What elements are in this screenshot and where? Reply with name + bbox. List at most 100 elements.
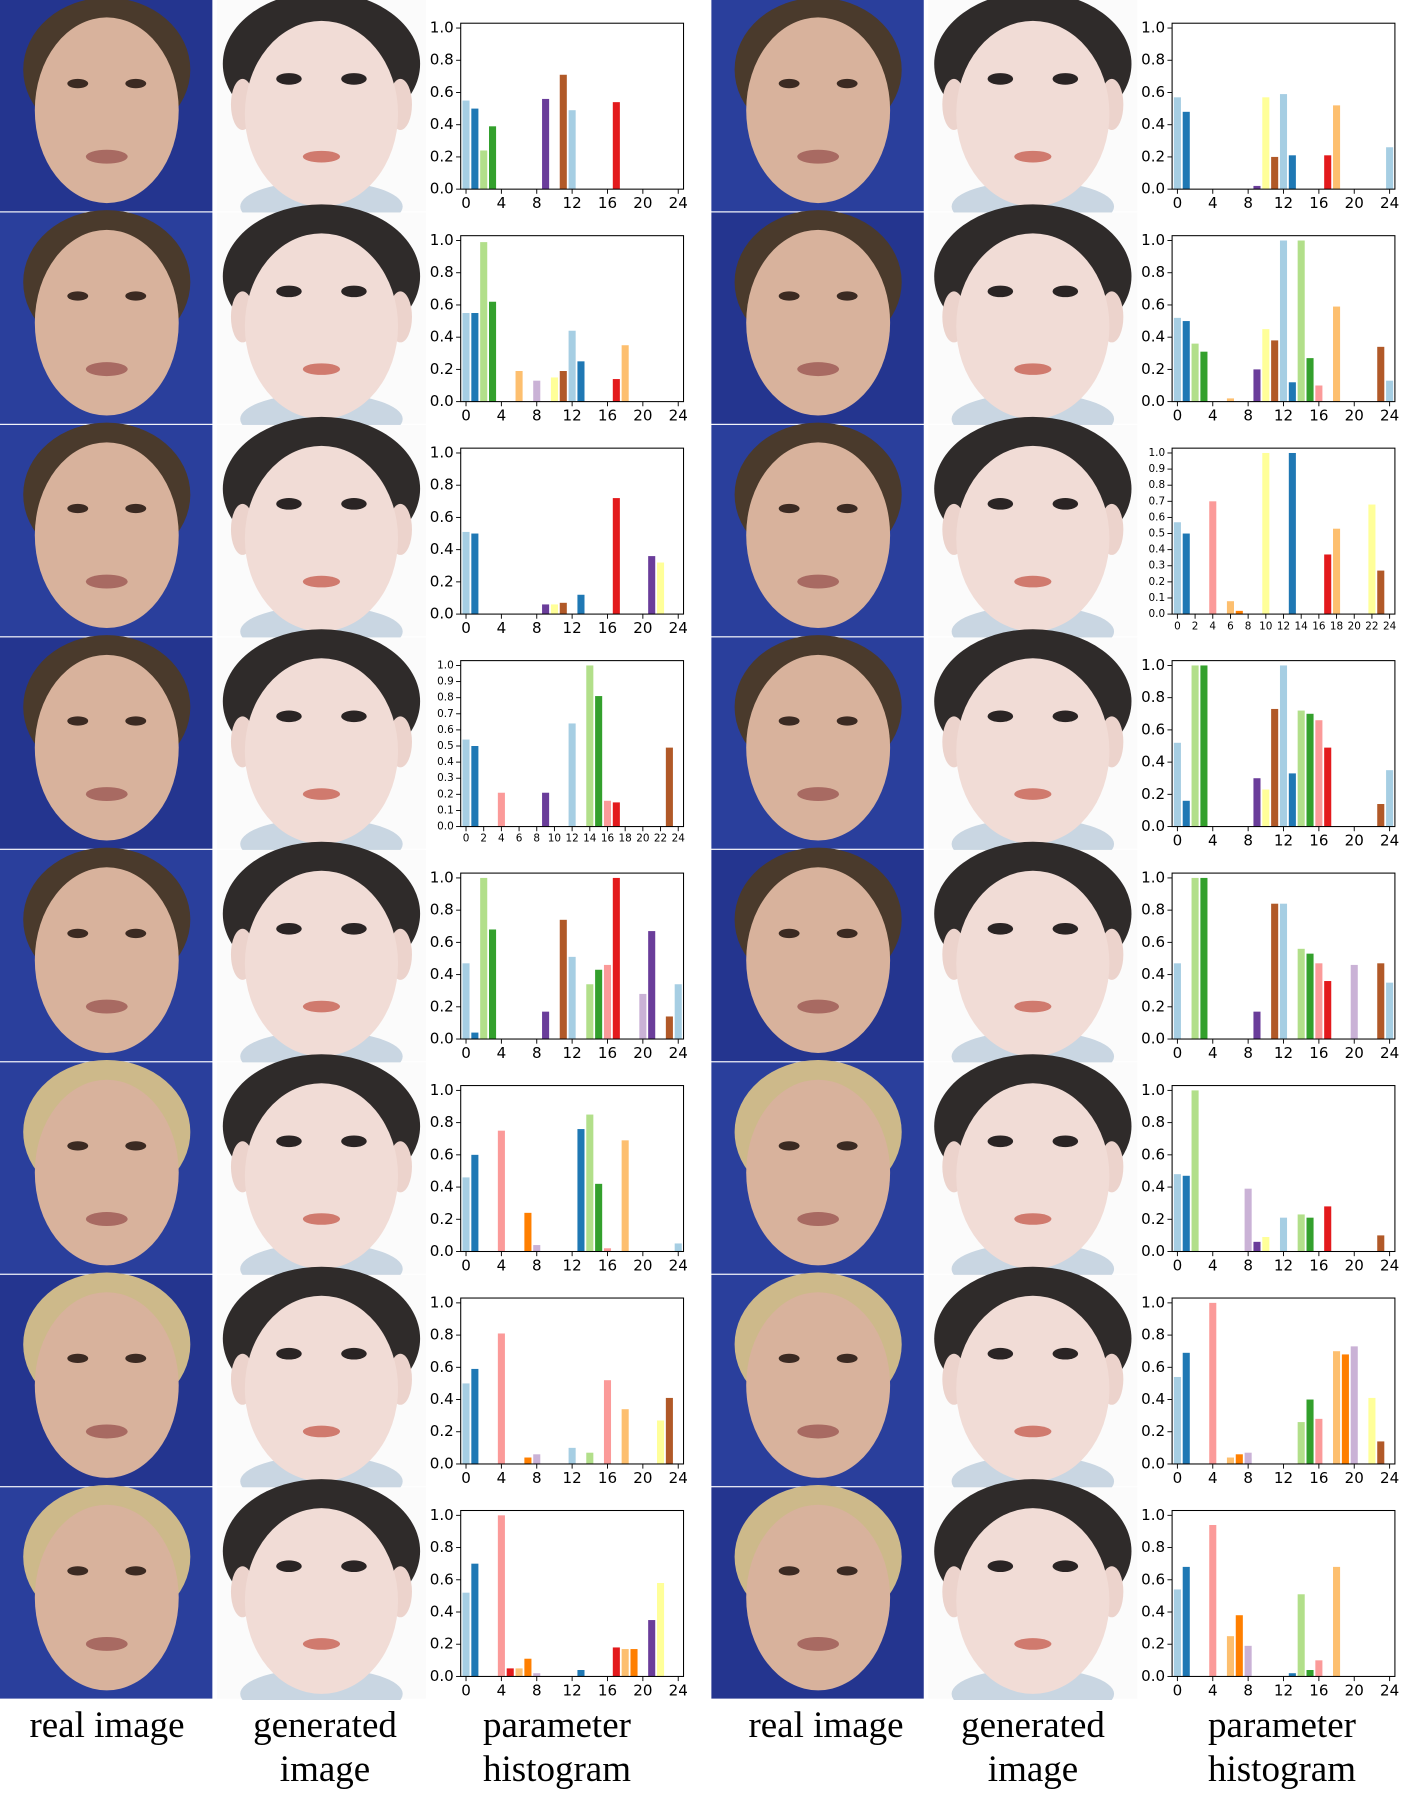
y-tick-label: 0.8 (1149, 479, 1166, 491)
x-tick-label: 2 (480, 833, 487, 845)
axes-frame (1171, 872, 1396, 1040)
bar (1209, 1525, 1217, 1677)
bar (657, 1420, 665, 1464)
bar (506, 1668, 514, 1677)
x-tick-label: 16 (1312, 620, 1325, 632)
bar (657, 1583, 665, 1677)
x-tick-label: 4 (497, 619, 507, 637)
x-tick-label: 20 (633, 194, 652, 212)
y-tick-label: 1.0 (1141, 231, 1165, 249)
face-skin (244, 233, 399, 420)
bar (471, 313, 479, 402)
generated-image (217, 204, 426, 445)
bar (1315, 720, 1323, 827)
bar (1209, 501, 1217, 615)
eye (341, 73, 367, 85)
x-tick-label: 10 (1259, 620, 1272, 632)
x-tick-label: 16 (1309, 1044, 1328, 1062)
x-tick-label: 0 (461, 1257, 471, 1275)
bar (471, 746, 479, 827)
bar (489, 301, 497, 402)
x-tick-label: 0 (1173, 407, 1183, 425)
x-tick-label: 8 (532, 1681, 542, 1699)
eye (125, 1566, 147, 1576)
y-tick-label: 0.3 (437, 772, 454, 784)
x-tick-label: 20 (1345, 194, 1364, 212)
y-tick-label: 0.2 (1141, 147, 1165, 165)
bar (1262, 329, 1270, 402)
x-tick-label: 12 (1274, 832, 1293, 850)
x-tick-label: 24 (669, 1681, 688, 1699)
bar (1306, 358, 1314, 402)
x-tick-label: 24 (1380, 1681, 1399, 1699)
eye (778, 1566, 800, 1576)
x-tick-label: 8 (532, 1469, 542, 1487)
axes-frame (460, 872, 685, 1040)
axes-frame (1171, 1085, 1396, 1253)
eye (1052, 1560, 1079, 1573)
eye (836, 1566, 858, 1576)
y-tick-label: 0.2 (1141, 1422, 1165, 1440)
x-tick-label: 16 (598, 194, 617, 212)
x-tick-label: 0 (461, 1681, 471, 1699)
y-tick-label: 0.8 (1141, 688, 1165, 706)
face-skin (746, 867, 891, 1053)
bar (1279, 94, 1288, 190)
eye (125, 291, 147, 301)
x-tick-label: 24 (1380, 1044, 1399, 1062)
bar (612, 1647, 620, 1677)
y-tick-label: 1.0 (430, 1506, 454, 1524)
bar (595, 1183, 603, 1252)
bar (471, 1032, 479, 1040)
x-tick-label: 4 (497, 407, 507, 425)
x-tick-label: 12 (1274, 407, 1293, 425)
bar (471, 1368, 479, 1464)
x-tick-label: 0 (461, 407, 471, 425)
bar (1271, 156, 1279, 190)
generated-image (217, 841, 426, 1082)
bar (1182, 800, 1190, 827)
bar (612, 877, 620, 1040)
bar (524, 1658, 532, 1677)
figure: 0.00.20.40.60.81.00 4 8 12 16 20 24 0.00.20.40.… (0, 0, 1399, 1700)
bar (612, 802, 620, 827)
histogram: 0.0 0.2 0.4 0.6 0.8 1.0 0 4 8 12 16 20 24 (1141, 19, 1399, 213)
eye (1052, 1135, 1079, 1148)
bar (1191, 1090, 1199, 1252)
bar (621, 1649, 629, 1677)
bar (471, 1154, 479, 1252)
x-tick-label: 16 (598, 407, 617, 425)
generated-image (928, 0, 1138, 233)
x-tick-label: 0 (461, 619, 471, 637)
x-tick-label: 8 (532, 1257, 542, 1275)
bar (586, 1452, 594, 1464)
bar (568, 110, 576, 190)
histogram: 0.0 0.2 0.4 0.6 0.8 1.0 0 4 8 12 16 20 24 (1141, 1081, 1399, 1275)
y-tick-label: 0.5 (1149, 528, 1166, 540)
x-tick-label: 0 (1174, 620, 1181, 632)
axes-frame (1171, 447, 1396, 615)
bar (1377, 1441, 1385, 1464)
y-tick-label: 0.2 (1141, 997, 1165, 1015)
bar (1306, 713, 1314, 827)
bar (1306, 1669, 1314, 1677)
face-skin (746, 229, 891, 416)
y-tick-label: 0.4 (1141, 753, 1165, 771)
face-skin (746, 1079, 891, 1266)
mouth (1014, 788, 1052, 800)
bar (1386, 982, 1394, 1040)
y-tick-label: 0.4 (430, 115, 454, 133)
bar (480, 150, 488, 190)
bar (586, 1114, 594, 1252)
y-tick-label: 0.1 (1149, 592, 1166, 604)
x-tick-label: 0 (463, 833, 470, 845)
histogram: 0.0 0.2 0.4 0.6 0.8 1.0 0 4 8 12 16 20 24 (430, 443, 688, 637)
generated-image (217, 416, 426, 658)
bar (586, 665, 594, 827)
real-image (0, 210, 213, 424)
eye (987, 710, 1014, 723)
bar (1271, 708, 1279, 827)
bar (621, 1409, 629, 1464)
bar (480, 242, 488, 402)
mouth (302, 788, 341, 800)
